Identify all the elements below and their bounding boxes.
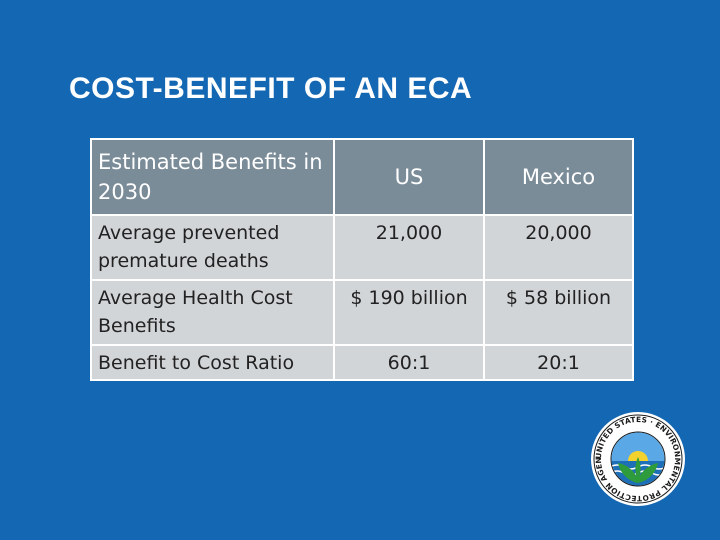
cost-benefit-table: Estimated Benefits in 2030 US Mexico Ave…: [90, 138, 634, 381]
table-row: Average Health Cost Benefits $ 190 billi…: [90, 279, 634, 346]
table-row: Average prevented premature deaths 21,00…: [90, 214, 634, 281]
table-cell: 20,000: [483, 214, 634, 281]
table-cell-label: Benefit to Cost Ratio: [90, 344, 335, 381]
table-header-cell: Estimated Benefits in 2030: [90, 138, 335, 216]
epa-seal-icon: UNITED STATES · ENVIRONMENTAL PROTECTION…: [590, 411, 685, 506]
table-cell: 21,000: [333, 214, 485, 281]
table-header-row: Estimated Benefits in 2030 US Mexico: [90, 138, 634, 216]
slide-title: COST-BENEFIT OF AN ECA: [69, 72, 473, 105]
table-cell: $ 190 billion: [333, 279, 485, 346]
table-cell: $ 58 billion: [483, 279, 634, 346]
table-cell: 60:1: [333, 344, 485, 381]
table-cell: 20:1: [483, 344, 634, 381]
table-header-cell: Mexico: [483, 138, 634, 216]
table-header-cell: US: [333, 138, 485, 216]
table-cell-label: Average prevented premature deaths: [90, 214, 335, 281]
table-row: Benefit to Cost Ratio 60:1 20:1: [90, 344, 634, 381]
table-cell-label: Average Health Cost Benefits: [90, 279, 335, 346]
